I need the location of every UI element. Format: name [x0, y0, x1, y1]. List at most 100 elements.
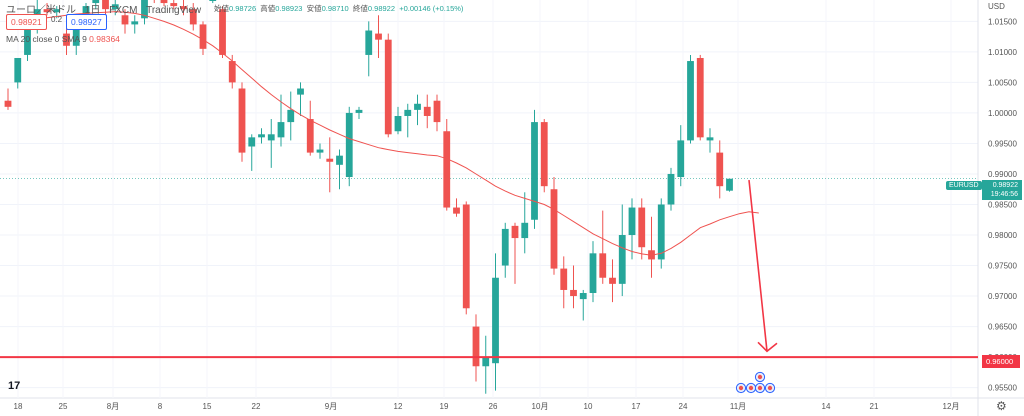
candle-up [482, 357, 490, 367]
candle-up [72, 24, 80, 46]
candle-up [726, 178, 733, 191]
y-tick-label: 0.97500 [988, 262, 1017, 271]
candle-up [209, 0, 217, 1]
horizontal-line-price-label: 0.96000 [982, 355, 1020, 368]
x-tick-label: 9月 [325, 402, 337, 411]
gear-icon[interactable]: ⚙ [996, 399, 1007, 413]
forecast-arrow-shaft [748, 179, 768, 352]
candle-up [111, 4, 119, 10]
candle-down [43, 9, 51, 13]
candle-up [589, 253, 597, 294]
candle-down [121, 15, 129, 25]
x-tick-label: 14 [822, 402, 831, 411]
currency-label: USD [988, 2, 1005, 11]
y-tick-label: 1.00000 [988, 109, 1017, 118]
x-tick-label: 19 [440, 402, 449, 411]
candle-down [511, 225, 519, 239]
x-tick-label: 26 [489, 402, 498, 411]
candle-down [375, 33, 382, 40]
candle-up [492, 277, 499, 364]
candle-up [316, 149, 324, 153]
chart-header: ユーロ／米ドル 1日 FXCM TradingView [6, 1, 207, 16]
candle-down [696, 57, 704, 138]
x-tick-label: 10 [584, 402, 593, 411]
candle-down [540, 122, 548, 187]
candle-up [501, 228, 509, 266]
sell-button[interactable]: 0.98921 [6, 14, 47, 30]
candle-down [472, 326, 480, 367]
candle-up [297, 88, 304, 95]
forecast-arrow-head [757, 341, 778, 353]
candle-up [24, 24, 31, 55]
candle-down [638, 207, 646, 248]
y-tick-label: 0.99000 [988, 170, 1017, 179]
y-tick-label: 0.97000 [988, 292, 1017, 301]
brand-label: TradingView [146, 5, 202, 16]
candle-down [599, 253, 607, 278]
candle-down [160, 0, 168, 4]
y-tick-label: 0.98500 [988, 200, 1017, 209]
candle-down [219, 9, 226, 55]
candle-down [453, 207, 460, 214]
candle-down [63, 33, 70, 46]
candle-down [462, 204, 470, 309]
candle-up [618, 235, 626, 284]
candle-up [355, 109, 363, 113]
candle-up [141, 0, 148, 19]
event-flag-center [767, 385, 773, 391]
interval-label[interactable]: 1日 [84, 5, 101, 16]
candle-up [404, 109, 412, 116]
candle-down [102, 0, 109, 10]
candle-down [423, 106, 431, 116]
candle-down [570, 289, 577, 297]
candle-up [14, 57, 22, 83]
x-tick-label: 21 [870, 402, 879, 411]
candle-down [238, 88, 246, 153]
ohlc-readout: 始値0.98726 高値0.98923 安値0.98710 終値0.98922 … [214, 4, 464, 13]
candle-up [579, 293, 587, 300]
event-flag-center [738, 385, 744, 391]
candle-up [394, 115, 402, 132]
x-tick-label: 11月 [730, 402, 746, 411]
x-tick-label: 17 [632, 402, 641, 411]
candle-down [189, 9, 197, 25]
candle-up [677, 140, 685, 178]
candle-up [687, 61, 694, 141]
candle-down [443, 131, 451, 208]
candle-up [657, 204, 665, 260]
candle-up [258, 134, 265, 138]
y-tick-label: 0.96500 [988, 323, 1017, 332]
candle-down [326, 158, 334, 162]
buy-button[interactable]: 0.98927 [66, 14, 107, 30]
x-tick-label: 8月 [107, 402, 119, 411]
tradingview-logo-icon[interactable]: 17 [8, 380, 21, 392]
candle-down [384, 39, 392, 135]
candle-up [414, 103, 421, 110]
spread-label: 0.2 [51, 15, 63, 24]
candle-down [716, 152, 724, 187]
candle-up [521, 222, 529, 239]
candle-down [306, 119, 314, 153]
candle-down [433, 100, 441, 123]
symbol-name[interactable]: ユーロ／米ドル [6, 5, 76, 16]
ma-indicator-legend[interactable]: MA 20 close 0 SMA 9 0.98364 [6, 34, 120, 44]
y-tick-label: 0.98000 [988, 231, 1017, 240]
event-flag-center [748, 385, 754, 391]
candle-down [609, 277, 616, 284]
x-tick-label: 12 [394, 402, 403, 411]
x-tick-label: 22 [252, 402, 261, 411]
source-label: FXCM [109, 5, 138, 16]
candle-up [345, 112, 353, 178]
current-price-badge: 0.98922 19:46:56 [982, 180, 1022, 200]
y-tick-label: 1.01500 [988, 17, 1017, 26]
candle-up [531, 122, 538, 220]
candle-up [336, 155, 343, 165]
y-tick-label: 0.99500 [988, 139, 1017, 148]
candle-up [248, 137, 256, 147]
event-flag-center [757, 385, 763, 391]
candle-down [180, 6, 187, 10]
candle-down [170, 3, 178, 7]
x-tick-label: 10月 [532, 402, 549, 411]
moving-average-line [7, 11, 759, 256]
